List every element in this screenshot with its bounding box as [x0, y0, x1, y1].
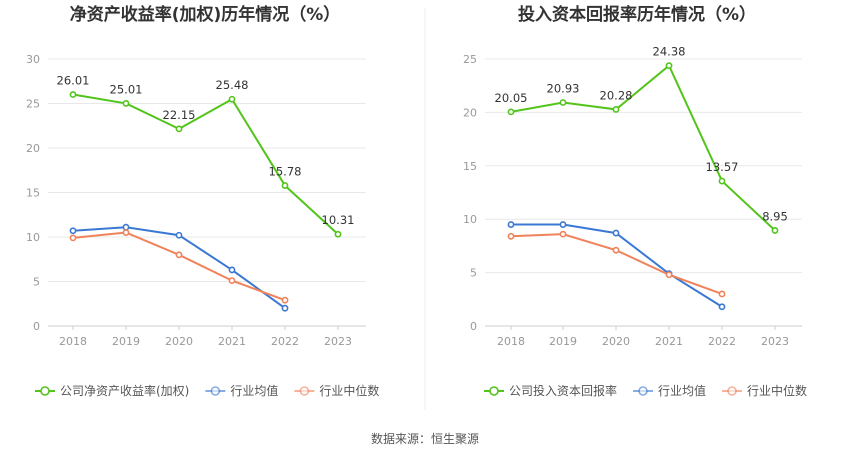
- chart-title: 净资产收益率(加权)历年情况（%）: [70, 4, 341, 25]
- series-line: [72, 226, 286, 310]
- data-point: [175, 125, 183, 133]
- legend-swatch-marker: [489, 386, 499, 396]
- data-source: 数据来源：恒生聚源: [371, 431, 479, 446]
- data-point: [281, 296, 289, 304]
- data-point: [559, 230, 567, 238]
- x-tick-label: 2023: [324, 335, 352, 348]
- data-label: 15.78: [269, 165, 302, 179]
- x-tick-label: 2020: [602, 335, 630, 348]
- x-tick-label: 2021: [218, 335, 246, 348]
- x-tick-label: 2021: [655, 335, 683, 348]
- data-label: 20.05: [495, 91, 528, 105]
- y-tick-label: 30: [26, 53, 40, 66]
- data-point: [334, 230, 342, 238]
- data-label: 8.95: [762, 209, 788, 223]
- data-point: [228, 95, 236, 103]
- legend-label: 行业中位数: [747, 383, 807, 398]
- x-tick-label: 2020: [165, 335, 193, 348]
- y-tick-label: 25: [463, 53, 477, 66]
- series-line: [511, 223, 723, 308]
- x-tick-label: 2023: [761, 335, 789, 348]
- data-point: [665, 62, 673, 70]
- series-line: [510, 64, 776, 232]
- y-tick-label: 0: [470, 320, 477, 333]
- x-tick-label: 2019: [549, 335, 577, 348]
- data-point: [612, 106, 620, 113]
- data-label: 25.48: [216, 78, 249, 92]
- data-point: [718, 290, 726, 298]
- data-label: 10.31: [322, 213, 355, 227]
- y-tick-label: 10: [26, 231, 40, 244]
- data-point: [281, 304, 289, 312]
- series-line: [72, 93, 339, 235]
- data-point: [612, 246, 620, 254]
- x-tick-label: 2022: [271, 335, 299, 348]
- legend-label: 行业中位数: [319, 383, 379, 398]
- data-point: [228, 277, 236, 285]
- data-point: [69, 91, 77, 98]
- data-label: 22.15: [163, 108, 196, 122]
- data-label: 25.01: [110, 82, 143, 96]
- legend-swatch-marker: [638, 386, 648, 396]
- series-line: [510, 233, 723, 295]
- data-point: [228, 266, 236, 274]
- y-tick-label: 20: [463, 106, 477, 119]
- y-tick-label: 0: [33, 320, 40, 333]
- data-point: [612, 229, 620, 237]
- data-label: 26.01: [57, 74, 90, 88]
- data-point: [559, 99, 567, 106]
- y-tick-label: 15: [463, 160, 477, 173]
- y-tick-label: 10: [463, 213, 477, 226]
- data-label: 20.28: [600, 88, 633, 102]
- legend-swatch-marker: [727, 386, 737, 396]
- data-point: [507, 221, 515, 228]
- y-tick-label: 5: [470, 267, 477, 280]
- data-point: [69, 227, 77, 235]
- legend-label: 行业均值: [658, 383, 706, 398]
- data-point: [718, 303, 726, 311]
- legend-swatch-marker: [210, 386, 221, 396]
- data-point: [559, 221, 567, 228]
- x-tick-label: 2018: [497, 335, 525, 348]
- data-label: 13.57: [706, 160, 739, 174]
- data-point: [771, 227, 779, 234]
- data-point: [718, 177, 726, 185]
- chart-title: 投入资本回报率历年情况（%）: [518, 4, 756, 25]
- data-point: [507, 232, 515, 240]
- legend-label: 公司净资产收益率(加权): [60, 383, 189, 398]
- y-tick-label: 5: [33, 276, 40, 289]
- data-point: [122, 100, 130, 107]
- data-point: [175, 231, 183, 239]
- data-point: [122, 229, 130, 236]
- data-point: [175, 251, 183, 259]
- data-point: [281, 182, 289, 189]
- x-tick-label: 2019: [112, 335, 140, 348]
- data-label: 20.93: [547, 81, 580, 95]
- x-tick-label: 2022: [708, 335, 736, 348]
- x-tick-label: 2018: [59, 335, 87, 348]
- y-tick-label: 20: [26, 142, 40, 155]
- series-line: [72, 231, 286, 302]
- y-tick-label: 15: [26, 187, 40, 200]
- y-tick-label: 25: [26, 98, 40, 111]
- legend-swatch-marker: [299, 386, 310, 396]
- legend-label: 行业均值: [230, 383, 278, 398]
- data-label: 24.38: [653, 45, 686, 59]
- data-point: [122, 223, 130, 231]
- legend-swatch-marker: [40, 386, 50, 396]
- data-point: [507, 108, 515, 116]
- data-point: [69, 234, 77, 242]
- legend-label: 公司投入资本回报率: [509, 383, 617, 398]
- data-point: [665, 271, 673, 279]
